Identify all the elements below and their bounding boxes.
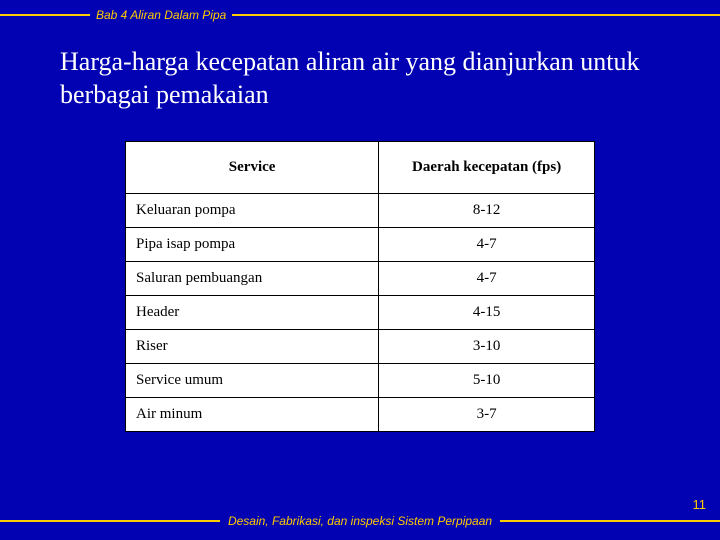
page-number: 11	[693, 497, 707, 512]
cell-range: 3-7	[379, 398, 595, 432]
table-row: Saluran pembuangan4-7	[126, 262, 595, 296]
cell-service: Pipa isap pompa	[126, 228, 379, 262]
footer-label: Desain, Fabrikasi, dan inspeksi Sistem P…	[220, 514, 500, 528]
footer-rule-right	[500, 520, 720, 522]
table-row: Riser3-10	[126, 330, 595, 364]
header-rule-right	[232, 14, 720, 16]
cell-service: Riser	[126, 330, 379, 364]
table-header-row: Service Daerah kecepatan (fps)	[126, 142, 595, 194]
cell-service: Header	[126, 296, 379, 330]
cell-service: Keluaran pompa	[126, 194, 379, 228]
table-row: Header4-15	[126, 296, 595, 330]
cell-range: 5-10	[379, 364, 595, 398]
cell-range: 4-7	[379, 262, 595, 296]
header-rule: Bab 4 Aliran Dalam Pipa	[0, 0, 720, 22]
chapter-label: Bab 4 Aliran Dalam Pipa	[90, 8, 232, 22]
cell-range: 3-10	[379, 330, 595, 364]
cell-range: 4-7	[379, 228, 595, 262]
table-row: Service umum5-10	[126, 364, 595, 398]
slide-title: Harga-harga kecepatan aliran air yang di…	[0, 22, 720, 121]
th-range: Daerah kecepatan (fps)	[379, 142, 595, 194]
footer-rule-left	[0, 520, 220, 522]
cell-range: 8-12	[379, 194, 595, 228]
cell-service: Saluran pembuangan	[126, 262, 379, 296]
cell-service: Service umum	[126, 364, 379, 398]
velocity-table: Service Daerah kecepatan (fps) Keluaran …	[125, 141, 595, 432]
velocity-table-wrap: Service Daerah kecepatan (fps) Keluaran …	[125, 141, 595, 432]
header-rule-left	[0, 14, 90, 16]
table-row: Pipa isap pompa4-7	[126, 228, 595, 262]
footer-rule: Desain, Fabrikasi, dan inspeksi Sistem P…	[0, 514, 720, 528]
table-row: Keluaran pompa8-12	[126, 194, 595, 228]
th-service: Service	[126, 142, 379, 194]
cell-range: 4-15	[379, 296, 595, 330]
table-row: Air minum3-7	[126, 398, 595, 432]
cell-service: Air minum	[126, 398, 379, 432]
